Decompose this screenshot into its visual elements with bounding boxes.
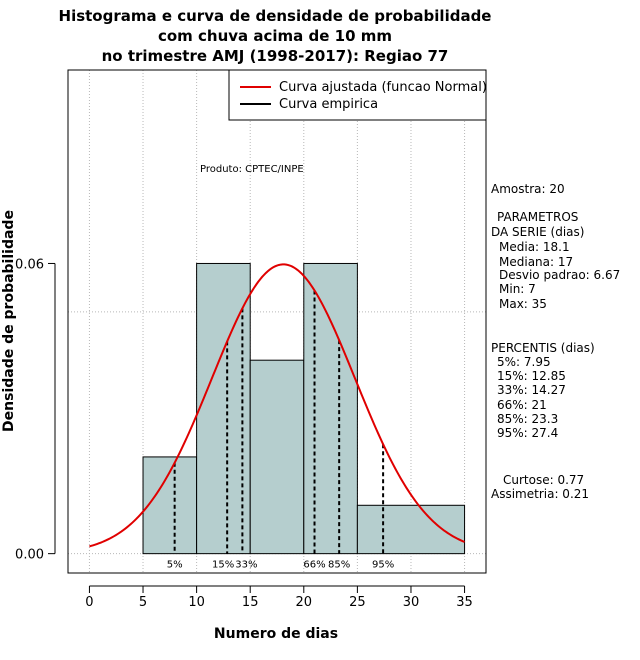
y-axis-label: Densidade de probabilidade — [1, 210, 17, 432]
x-tick-label: 30 — [403, 595, 420, 610]
axes: 0 5 10 15 20 25 30 35 0.00 0.06 — [15, 257, 473, 610]
x-tick-label: 10 — [188, 595, 205, 610]
percentile-label: 15% — [212, 560, 234, 571]
percentiles-title: PERCENTIS (dias) — [491, 341, 595, 355]
histogram-bars — [142, 262, 466, 555]
percentile-label: 33% — [235, 560, 257, 571]
normal-curve — [89, 263, 465, 548]
parameters-subtitle: DA SERIE (dias) — [491, 225, 585, 239]
kurtosis: Curtose: 0.77 — [503, 473, 585, 487]
x-axis-label: Numero de dias — [214, 626, 338, 642]
percentile-label: 85% — [328, 560, 350, 571]
x-tick-label: 15 — [242, 595, 259, 610]
param-min: Min: 7 — [499, 282, 536, 296]
x-tick-label: 35 — [456, 595, 473, 610]
param-mean: Media: 18.1 — [499, 240, 570, 254]
percentile-label: 95% — [372, 560, 394, 571]
sample-size: Amostra: 20 — [491, 182, 565, 196]
percentile-95: 95%: 27.4 — [497, 426, 559, 440]
skewness: Assimetria: 0.21 — [491, 487, 590, 501]
param-median: Mediana: 17 — [499, 255, 574, 269]
percentile-label: 5% — [167, 560, 183, 571]
histogram-bar — [249, 359, 305, 555]
product-annotation: Produto: CPTEC/INPE — [200, 164, 304, 175]
percentile-66: 66%: 21 — [497, 398, 547, 412]
x-tick-label: 5 — [139, 595, 147, 610]
x-tick-label: 25 — [349, 595, 366, 610]
param-max: Max: 35 — [499, 297, 547, 311]
x-tick-label: 0 — [85, 595, 93, 610]
percentile-5: 5%: 7.95 — [497, 355, 551, 369]
x-tick-label: 20 — [296, 595, 313, 610]
percentile-lines: 5% 15% 33% 66% 85% 95% — [167, 290, 394, 571]
param-std: Desvio padrao: 6.67 — [499, 268, 621, 282]
parameters-title: PARAMETROS — [497, 210, 579, 224]
legend: Curva ajustada (funcao Normal) Curva emp… — [228, 69, 487, 121]
percentile-85: 85%: 23.3 — [497, 412, 559, 426]
chart-title-line-3: no trimestre AMJ (1998-2017): Regiao 77 — [101, 47, 449, 65]
legend-label-empirical: Curva empirica — [279, 97, 378, 112]
histogram-bar — [303, 262, 358, 555]
y-tick-label: 0.00 — [15, 548, 44, 563]
histogram-bar — [356, 504, 466, 555]
legend-box — [228, 69, 487, 121]
percentile-15: 15%: 12.85 — [497, 369, 566, 383]
percentile-label: 66% — [303, 560, 325, 571]
chart-title-line-2: com chuva acima de 10 mm — [157, 27, 393, 45]
y-tick-label: 0.06 — [15, 257, 44, 272]
chart-title-line-1: Histograma e curva de densidade de proba… — [58, 7, 492, 25]
legend-label-fitted: Curva ajustada (funcao Normal) — [279, 80, 487, 95]
percentile-33: 33%: 14.27 — [497, 383, 566, 397]
